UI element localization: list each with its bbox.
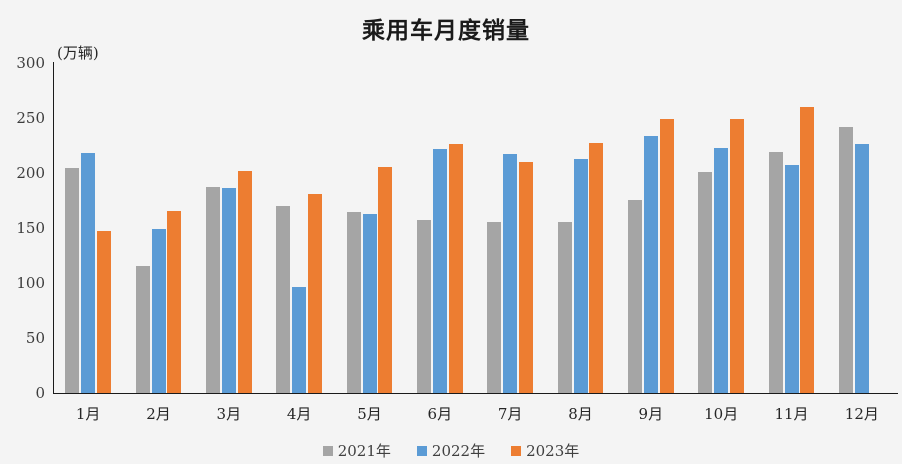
y-tick-label: 150 <box>16 219 45 237</box>
bar-2021年-4月 <box>276 205 291 393</box>
legend-item-2022年: 2022年 <box>416 440 486 461</box>
y-tick-label: 100 <box>16 274 45 292</box>
legend-label: 2023年 <box>526 442 580 460</box>
legend-swatch-icon <box>322 445 333 456</box>
bar-2021年-7月 <box>487 222 502 393</box>
x-axis-label-4月: 4月 <box>286 405 312 423</box>
x-axis-line <box>53 393 898 394</box>
bar-2022年-7月 <box>503 153 518 393</box>
bar-2021年-5月 <box>346 211 361 393</box>
bar-2022年-6月 <box>432 148 447 393</box>
bar-2022年-11月 <box>784 164 799 393</box>
bar-2021年-8月 <box>557 222 572 393</box>
bar-2023年-9月 <box>659 119 674 393</box>
bar-2023年-3月 <box>237 171 252 393</box>
x-axis-label-10月: 10月 <box>704 405 739 423</box>
x-axis-label-7月: 7月 <box>497 405 523 423</box>
bar-2021年-3月 <box>206 186 221 393</box>
bar-2022年-3月 <box>221 187 236 393</box>
y-tick-label: 0 <box>35 384 45 402</box>
bar-2021年-9月 <box>628 200 643 393</box>
y-axis-unit-label: (万辆) <box>57 44 99 62</box>
bar-2023年-7月 <box>518 162 533 393</box>
y-tick-label: 300 <box>16 54 45 72</box>
bar-2022年-5月 <box>362 214 377 393</box>
legend-item-2023年: 2023年 <box>511 440 579 461</box>
bar-2023年-5月 <box>378 167 393 393</box>
bar-2021年-2月 <box>135 265 150 393</box>
bar-2021年-1月 <box>65 168 80 393</box>
y-tick-label: 200 <box>16 164 45 182</box>
bar-2023年-2月 <box>167 211 182 393</box>
bar-2021年-12月 <box>839 126 854 393</box>
x-axis-label-5月: 5月 <box>357 405 382 423</box>
legend-label: 2022年 <box>431 442 486 460</box>
bar-2023年-10月 <box>729 118 744 393</box>
x-axis-label-8月: 8月 <box>568 405 593 423</box>
x-axis-label-3月: 3月 <box>216 405 242 423</box>
x-axis-label-12月: 12月 <box>844 405 879 423</box>
y-tick-label: 250 <box>16 109 45 127</box>
legend-swatch-icon <box>416 445 427 456</box>
x-axis-label-9月: 9月 <box>638 405 664 423</box>
bar-2022年-10月 <box>714 147 729 393</box>
legend-label: 2021年 <box>337 442 391 460</box>
legend-item-2021年: 2021年 <box>322 440 391 461</box>
bar-2021年-6月 <box>417 220 432 393</box>
bar-2023年-11月 <box>800 106 815 393</box>
bar-2021年-10月 <box>698 172 713 393</box>
legend: 2021年 2022年 2023年 <box>0 440 902 461</box>
x-axis-label-1月: 1月 <box>75 405 101 423</box>
x-axis-label-6月: 6月 <box>427 405 453 423</box>
bar-2022年-4月 <box>292 286 307 393</box>
y-axis-line <box>53 62 54 393</box>
bar-2023年-6月 <box>448 143 463 393</box>
bar-2022年-8月 <box>573 159 588 393</box>
x-axis-label-2月: 2月 <box>146 405 171 423</box>
x-axis-label-11月: 11月 <box>774 405 809 423</box>
legend-swatch-icon <box>511 445 522 456</box>
bar-2022年-1月 <box>81 152 96 393</box>
bar-2022年-9月 <box>643 136 658 393</box>
bar-2021年-11月 <box>768 151 783 393</box>
bar-2022年-12月 <box>854 144 869 393</box>
y-tick-label: 50 <box>25 329 45 347</box>
bar-2023年-4月 <box>307 193 322 393</box>
chart-title: 乘用车月度销量 <box>362 17 530 44</box>
bar-2022年-2月 <box>151 229 166 393</box>
bar-2023年-1月 <box>96 231 111 393</box>
bar-2023年-8月 <box>589 142 604 393</box>
